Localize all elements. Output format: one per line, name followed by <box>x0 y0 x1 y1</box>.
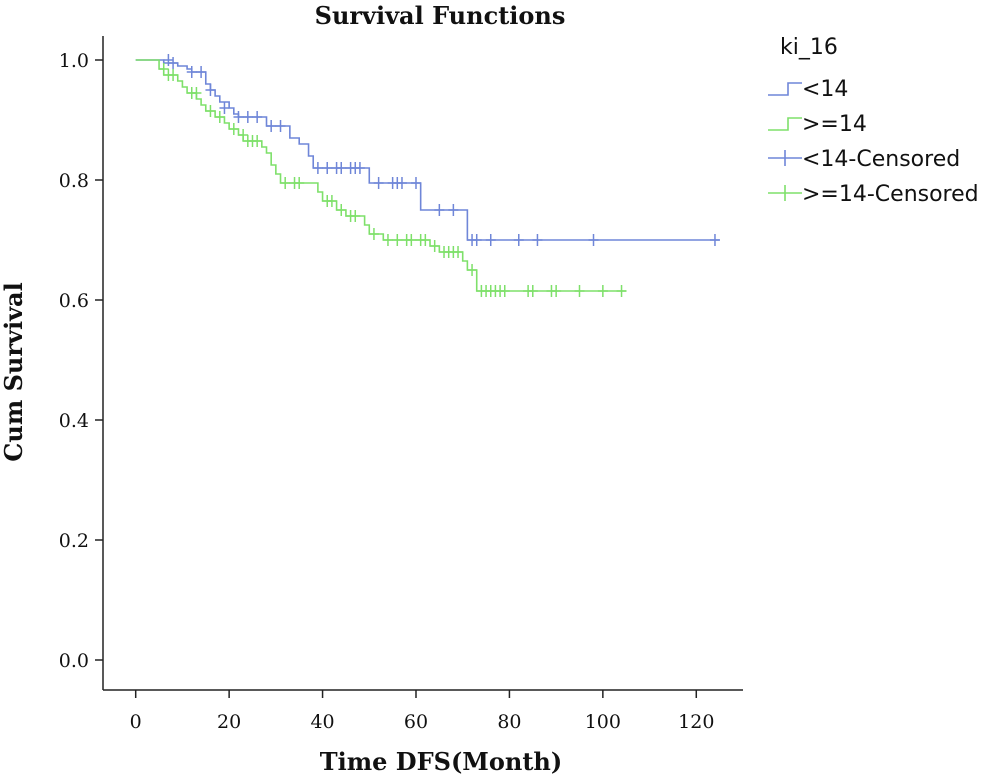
censored-mark <box>228 123 239 135</box>
censored-mark <box>616 285 627 297</box>
y-tick-label: 0.6 <box>59 290 89 312</box>
chart-title: Survival Functions <box>315 1 566 30</box>
censored-mark <box>242 111 253 123</box>
censored-mark <box>471 234 482 246</box>
legend-entry: >=14 <box>768 112 867 137</box>
censored-mark <box>168 69 179 81</box>
censored-mark <box>322 162 333 174</box>
y-tick-label: 0.0 <box>59 650 89 672</box>
x-tick-label: 100 <box>585 711 621 733</box>
y-ticks: 0.0 0.2 0.4 0.6 0.8 1.0 <box>59 50 103 672</box>
censored-mark <box>453 246 464 258</box>
censored-mark <box>429 240 440 252</box>
censored-mark <box>163 54 174 66</box>
y-tick-label: 0.8 <box>59 170 89 192</box>
legend-label: <14-Censored <box>802 147 960 172</box>
x-ticks: 0 20 40 60 80 100 120 <box>130 690 714 733</box>
legend-items: <14 >=14 <14-Censored >=14-Censored <box>768 77 979 207</box>
legend-title: ki_16 <box>780 35 838 60</box>
legend-step-swatch <box>768 117 802 131</box>
censored-mark <box>158 63 169 75</box>
legend: ki_16 <14 >=14 <14-Censored >=14-Censored <box>768 35 979 207</box>
series-lt14 <box>135 54 720 246</box>
censored-mark <box>513 234 524 246</box>
censored-mark <box>527 285 538 297</box>
axes <box>102 36 743 691</box>
censored-mark <box>434 204 445 216</box>
censored-mark <box>354 162 365 174</box>
censored-mark <box>532 234 543 246</box>
censored-mark <box>238 129 249 141</box>
legend-cross-swatch <box>768 150 802 166</box>
series-ge14 <box>135 59 627 297</box>
censored-mark <box>205 105 216 117</box>
x-tick-label: 120 <box>678 711 714 733</box>
censored-mark <box>326 195 337 207</box>
x-tick-label: 0 <box>130 711 142 733</box>
legend-entry: <14 <box>768 77 848 102</box>
censored-mark <box>467 264 478 276</box>
censored-mark <box>186 66 197 78</box>
x-axis-title: Time DFS(Month) <box>320 747 562 776</box>
censored-mark <box>168 57 179 69</box>
legend-label: >=14 <box>802 112 867 137</box>
censored-mark <box>252 111 263 123</box>
censored-mark <box>275 120 286 132</box>
legend-step-swatch <box>768 82 802 96</box>
legend-label: <14 <box>802 77 848 102</box>
legend-label: >=14-Censored <box>802 182 979 207</box>
censored-mark <box>336 204 347 216</box>
x-tick-label: 80 <box>497 711 521 733</box>
y-tick-label: 0.4 <box>59 410 89 432</box>
censored-mark <box>312 162 323 174</box>
censored-mark <box>266 120 277 132</box>
y-tick-label: 0.2 <box>59 530 89 552</box>
censored-mark <box>597 285 608 297</box>
censored-mark <box>382 234 393 246</box>
x-tick-label: 40 <box>310 711 334 733</box>
censored-mark <box>588 234 599 246</box>
censored-mark <box>214 111 225 123</box>
censored-mark <box>205 84 216 96</box>
censored-mark <box>499 285 510 297</box>
censored-mark <box>336 162 347 174</box>
censored-mark <box>219 102 230 114</box>
censored-mark <box>551 285 562 297</box>
y-axis-title: Cum Survival <box>0 282 28 461</box>
censored-mark <box>709 234 720 246</box>
censored-mark <box>396 177 407 189</box>
censored-mark <box>350 210 361 222</box>
legend-entry: >=14-Censored <box>768 182 979 207</box>
censored-mark <box>485 234 496 246</box>
censored-mark <box>196 66 207 78</box>
censored-mark <box>368 228 379 240</box>
censored-mark <box>191 87 202 99</box>
survival-step-line <box>135 59 627 292</box>
censored-mark <box>406 234 417 246</box>
legend-cross-swatch <box>768 185 802 201</box>
censored-mark <box>410 177 421 189</box>
censored-mark <box>252 135 263 147</box>
censored-mark <box>373 177 384 189</box>
legend-entry: <14-Censored <box>768 147 960 172</box>
x-tick-label: 60 <box>404 711 428 733</box>
survival-step-line <box>135 59 720 241</box>
censored-mark <box>448 204 459 216</box>
censored-mark <box>280 177 291 189</box>
censored-mark <box>233 111 244 123</box>
y-tick-label: 1.0 <box>59 50 89 72</box>
censored-mark <box>420 234 431 246</box>
series-layer <box>135 54 720 297</box>
x-tick-label: 20 <box>217 711 241 733</box>
censored-mark <box>392 234 403 246</box>
censored-mark <box>294 177 305 189</box>
censored-mark <box>574 285 585 297</box>
